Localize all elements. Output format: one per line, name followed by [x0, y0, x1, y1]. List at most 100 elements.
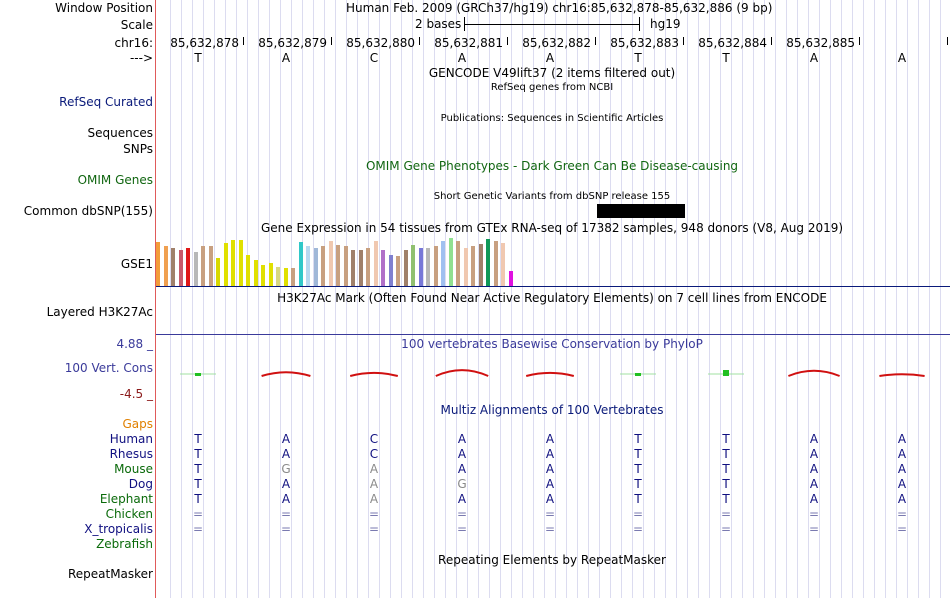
dbsnp-variant-block[interactable]	[597, 204, 685, 218]
omim-track-title[interactable]: OMIM Gene Phenotypes - Dark Green Can Be…	[365, 159, 739, 173]
phylop-negative-mark[interactable]	[261, 371, 311, 377]
gtex-tissue-bar[interactable]	[246, 255, 250, 286]
gtex-tissue-bar[interactable]	[456, 241, 460, 286]
gtex-tissue-bar[interactable]	[306, 246, 310, 286]
gtex-track-title[interactable]: Gene Expression in 54 tissues from GTEx …	[260, 221, 844, 235]
species-label[interactable]: Dog	[128, 477, 153, 491]
gtex-tissue-bar[interactable]	[381, 250, 385, 286]
species-label[interactable]: Chicken	[105, 507, 153, 521]
multiz-track-title[interactable]: Multiz Alignments of 100 Vertebrates	[440, 403, 664, 417]
gtex-tissue-bar[interactable]	[276, 267, 280, 286]
phylop-negative-mark[interactable]	[788, 369, 840, 377]
gtex-tissue-bar[interactable]	[216, 258, 220, 286]
alignment-base: =	[544, 522, 556, 536]
phylop-conservation-plot[interactable]	[156, 360, 950, 384]
gtex-tissue-bar[interactable]	[291, 268, 295, 286]
phylop-positive-mark[interactable]	[195, 373, 201, 376]
dbsnp-track-title[interactable]: Short Genetic Variants from dbSNP releas…	[433, 191, 671, 202]
gtex-tissue-bar[interactable]	[313, 248, 318, 286]
gtex-tissue-bar[interactable]	[471, 246, 475, 286]
gtex-tissue-bar[interactable]	[321, 246, 325, 286]
species-label[interactable]: Human	[109, 432, 153, 446]
gtex-tissue-bar[interactable]	[403, 250, 408, 286]
gtex-tissue-bar[interactable]	[493, 241, 498, 286]
gtex-tissue-bar[interactable]	[396, 256, 400, 286]
gtex-tissue-bar[interactable]	[358, 250, 363, 286]
repeatmasker-track-label[interactable]: RepeatMasker	[67, 567, 153, 581]
gtex-tissue-bar[interactable]	[463, 248, 468, 286]
grid-line	[192, 0, 193, 598]
gtex-tissue-bar[interactable]	[298, 242, 303, 286]
gtex-tissue-bar[interactable]	[186, 248, 190, 286]
gtex-tissue-bar[interactable]	[238, 240, 243, 286]
gtex-tissue-bar[interactable]	[366, 248, 370, 286]
sequences-track-label[interactable]: Sequences	[87, 126, 153, 140]
gtex-tissue-bar[interactable]	[433, 246, 438, 286]
gencode-track-title[interactable]: GENCODE V49lift37 (2 items filtered out)	[428, 66, 676, 80]
gtex-tissue-bar[interactable]	[268, 263, 273, 286]
snps-track-label[interactable]: SNPs	[123, 142, 153, 156]
phylop-track-label[interactable]: 100 Vert. Cons	[64, 361, 153, 375]
gtex-tissue-bar[interactable]	[156, 242, 160, 286]
gtex-tissue-bar[interactable]	[336, 245, 340, 286]
gtex-tissue-bar[interactable]	[223, 243, 228, 286]
gtex-tissue-bar[interactable]	[343, 246, 348, 286]
h3k27ac-track-title[interactable]: H3K27Ac Mark (Often Found Near Active Re…	[277, 291, 827, 305]
species-label[interactable]: X_tropicalis	[84, 522, 153, 536]
gtex-tissue-bar[interactable]	[448, 238, 453, 286]
refseq-track-label[interactable]: RefSeq Curated	[59, 95, 153, 109]
alignment-base: T	[194, 462, 202, 476]
gaps-track-label[interactable]: Gaps	[122, 417, 153, 431]
refseq-track-title[interactable]: RefSeq genes from NCBI	[490, 82, 614, 93]
species-label[interactable]: Zebrafish	[96, 537, 153, 551]
omim-track-label[interactable]: OMIM Genes	[77, 173, 153, 187]
publications-track-title[interactable]: Publications: Sequences in Scientific Ar…	[440, 113, 664, 124]
phylop-positive-mark[interactable]	[723, 370, 729, 376]
gtex-tissue-bar[interactable]	[508, 271, 513, 286]
gtex-tissue-bar[interactable]	[253, 260, 258, 286]
gtex-tissue-bar[interactable]	[486, 239, 490, 286]
species-label[interactable]: Elephant	[99, 492, 153, 506]
gtex-tissue-bar[interactable]	[411, 245, 415, 286]
gtex-expression-chart[interactable]	[156, 236, 546, 286]
phylop-negative-mark[interactable]	[525, 371, 575, 377]
gtex-tissue-bar[interactable]	[418, 248, 423, 286]
gtex-gene-label[interactable]: GSE1	[120, 257, 153, 271]
grid-line	[676, 0, 677, 598]
gtex-tissue-bar[interactable]	[283, 268, 288, 286]
alignment-base: T	[722, 492, 730, 506]
grid-line	[346, 0, 347, 598]
gtex-tissue-bar[interactable]	[261, 265, 265, 286]
gtex-tissue-bar[interactable]	[171, 248, 175, 286]
species-label[interactable]: Mouse	[114, 462, 153, 476]
alignment-base: =	[368, 507, 380, 521]
phylop-negative-mark[interactable]	[349, 371, 399, 377]
grid-line	[368, 0, 369, 598]
gtex-tissue-bar[interactable]	[178, 250, 183, 286]
repeatmasker-track-title[interactable]: Repeating Elements by RepeatMasker	[438, 553, 666, 567]
phylop-negative-mark[interactable]	[435, 369, 489, 377]
gtex-tissue-bar[interactable]	[373, 241, 378, 286]
coordinate-tick	[331, 37, 332, 45]
species-label[interactable]: Rhesus	[109, 447, 153, 461]
gtex-tissue-bar[interactable]	[328, 241, 333, 286]
gtex-tissue-bar[interactable]	[426, 248, 430, 286]
phylop-track-title[interactable]: 100 vertebrates Basewise Conservation by…	[401, 337, 703, 351]
base-letter: A	[545, 51, 555, 65]
phylop-positive-mark[interactable]	[635, 373, 641, 376]
gtex-tissue-bar[interactable]	[231, 240, 235, 286]
gtex-tissue-bar[interactable]	[208, 246, 213, 286]
gtex-tissue-bar[interactable]	[163, 246, 168, 286]
grid-line	[599, 0, 600, 598]
dbsnp-track-label[interactable]: Common dbSNP(155)	[23, 204, 153, 218]
gtex-tissue-bar[interactable]	[193, 252, 198, 286]
grid-line	[423, 0, 424, 598]
gtex-tissue-bar[interactable]	[201, 246, 205, 286]
gtex-tissue-bar[interactable]	[478, 244, 483, 286]
gtex-tissue-bar[interactable]	[501, 243, 505, 286]
gtex-tissue-bar[interactable]	[351, 250, 355, 286]
gtex-tissue-bar[interactable]	[388, 255, 393, 286]
gtex-tissue-bar[interactable]	[441, 241, 445, 286]
phylop-negative-mark[interactable]	[879, 373, 925, 377]
h3k27ac-track-label[interactable]: Layered H3K27Ac	[46, 305, 153, 319]
